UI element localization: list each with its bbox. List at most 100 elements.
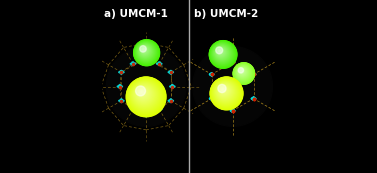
Polygon shape xyxy=(209,97,212,100)
Circle shape xyxy=(212,43,233,64)
Circle shape xyxy=(210,42,235,66)
Circle shape xyxy=(216,82,234,101)
Point xyxy=(117,85,123,88)
Circle shape xyxy=(135,85,152,103)
Circle shape xyxy=(212,43,233,64)
Circle shape xyxy=(134,40,159,65)
Circle shape xyxy=(106,47,186,126)
Circle shape xyxy=(210,41,236,68)
Circle shape xyxy=(236,65,251,80)
Circle shape xyxy=(136,86,151,101)
Circle shape xyxy=(138,89,147,97)
Polygon shape xyxy=(156,62,160,66)
Polygon shape xyxy=(118,70,122,74)
Circle shape xyxy=(237,67,248,78)
Circle shape xyxy=(142,48,146,52)
Circle shape xyxy=(218,48,224,55)
Circle shape xyxy=(135,41,158,64)
Circle shape xyxy=(218,85,231,97)
Circle shape xyxy=(239,69,245,75)
Circle shape xyxy=(141,47,147,53)
Circle shape xyxy=(138,88,148,99)
Circle shape xyxy=(240,69,244,74)
Circle shape xyxy=(138,44,153,59)
Point xyxy=(230,109,236,112)
Circle shape xyxy=(137,87,149,99)
Circle shape xyxy=(222,89,224,90)
Circle shape xyxy=(238,67,247,76)
Circle shape xyxy=(218,49,224,55)
Circle shape xyxy=(239,69,245,75)
Circle shape xyxy=(214,45,229,60)
Circle shape xyxy=(237,67,248,78)
Circle shape xyxy=(135,41,157,63)
Polygon shape xyxy=(251,97,254,100)
Circle shape xyxy=(143,49,144,50)
Polygon shape xyxy=(209,73,212,76)
Polygon shape xyxy=(117,85,121,88)
Circle shape xyxy=(132,82,158,108)
Circle shape xyxy=(211,42,234,65)
Circle shape xyxy=(214,45,230,61)
Circle shape xyxy=(217,48,225,57)
Circle shape xyxy=(139,90,145,95)
Circle shape xyxy=(213,79,239,106)
Circle shape xyxy=(139,89,146,97)
Circle shape xyxy=(141,47,148,54)
Circle shape xyxy=(138,44,153,59)
Circle shape xyxy=(215,81,236,103)
Circle shape xyxy=(235,64,252,82)
Circle shape xyxy=(139,45,150,56)
Circle shape xyxy=(137,43,154,60)
Polygon shape xyxy=(170,99,174,103)
Polygon shape xyxy=(232,109,235,112)
Circle shape xyxy=(239,68,246,75)
Circle shape xyxy=(217,84,232,99)
Circle shape xyxy=(138,44,152,58)
Polygon shape xyxy=(211,73,214,76)
Circle shape xyxy=(213,80,238,104)
Circle shape xyxy=(136,43,155,61)
Circle shape xyxy=(139,45,152,58)
Circle shape xyxy=(236,65,251,80)
Circle shape xyxy=(240,70,244,73)
Polygon shape xyxy=(172,85,175,88)
Circle shape xyxy=(130,81,159,110)
Circle shape xyxy=(141,47,148,54)
Polygon shape xyxy=(230,109,233,112)
Circle shape xyxy=(237,66,249,78)
Circle shape xyxy=(140,46,149,55)
Circle shape xyxy=(235,65,251,81)
Circle shape xyxy=(210,41,237,68)
Circle shape xyxy=(135,86,152,102)
Polygon shape xyxy=(146,113,149,117)
Circle shape xyxy=(141,47,148,54)
Circle shape xyxy=(135,41,157,63)
Point xyxy=(168,71,174,74)
Circle shape xyxy=(143,49,146,51)
Point xyxy=(143,114,149,116)
Circle shape xyxy=(210,42,236,67)
Point xyxy=(168,99,174,102)
Circle shape xyxy=(219,86,228,95)
Circle shape xyxy=(138,44,153,60)
Circle shape xyxy=(210,77,243,110)
Circle shape xyxy=(136,86,151,101)
Polygon shape xyxy=(209,97,212,100)
Circle shape xyxy=(130,80,160,111)
Polygon shape xyxy=(146,56,149,60)
Circle shape xyxy=(212,79,240,107)
Point xyxy=(230,61,236,64)
Circle shape xyxy=(218,49,222,54)
Polygon shape xyxy=(232,109,235,112)
Circle shape xyxy=(233,63,254,84)
Circle shape xyxy=(239,69,245,74)
Circle shape xyxy=(132,83,157,108)
Circle shape xyxy=(236,66,250,79)
Circle shape xyxy=(140,46,150,56)
Polygon shape xyxy=(118,99,122,103)
Circle shape xyxy=(136,42,155,61)
Circle shape xyxy=(127,78,164,115)
Circle shape xyxy=(220,87,227,94)
Circle shape xyxy=(215,46,228,59)
